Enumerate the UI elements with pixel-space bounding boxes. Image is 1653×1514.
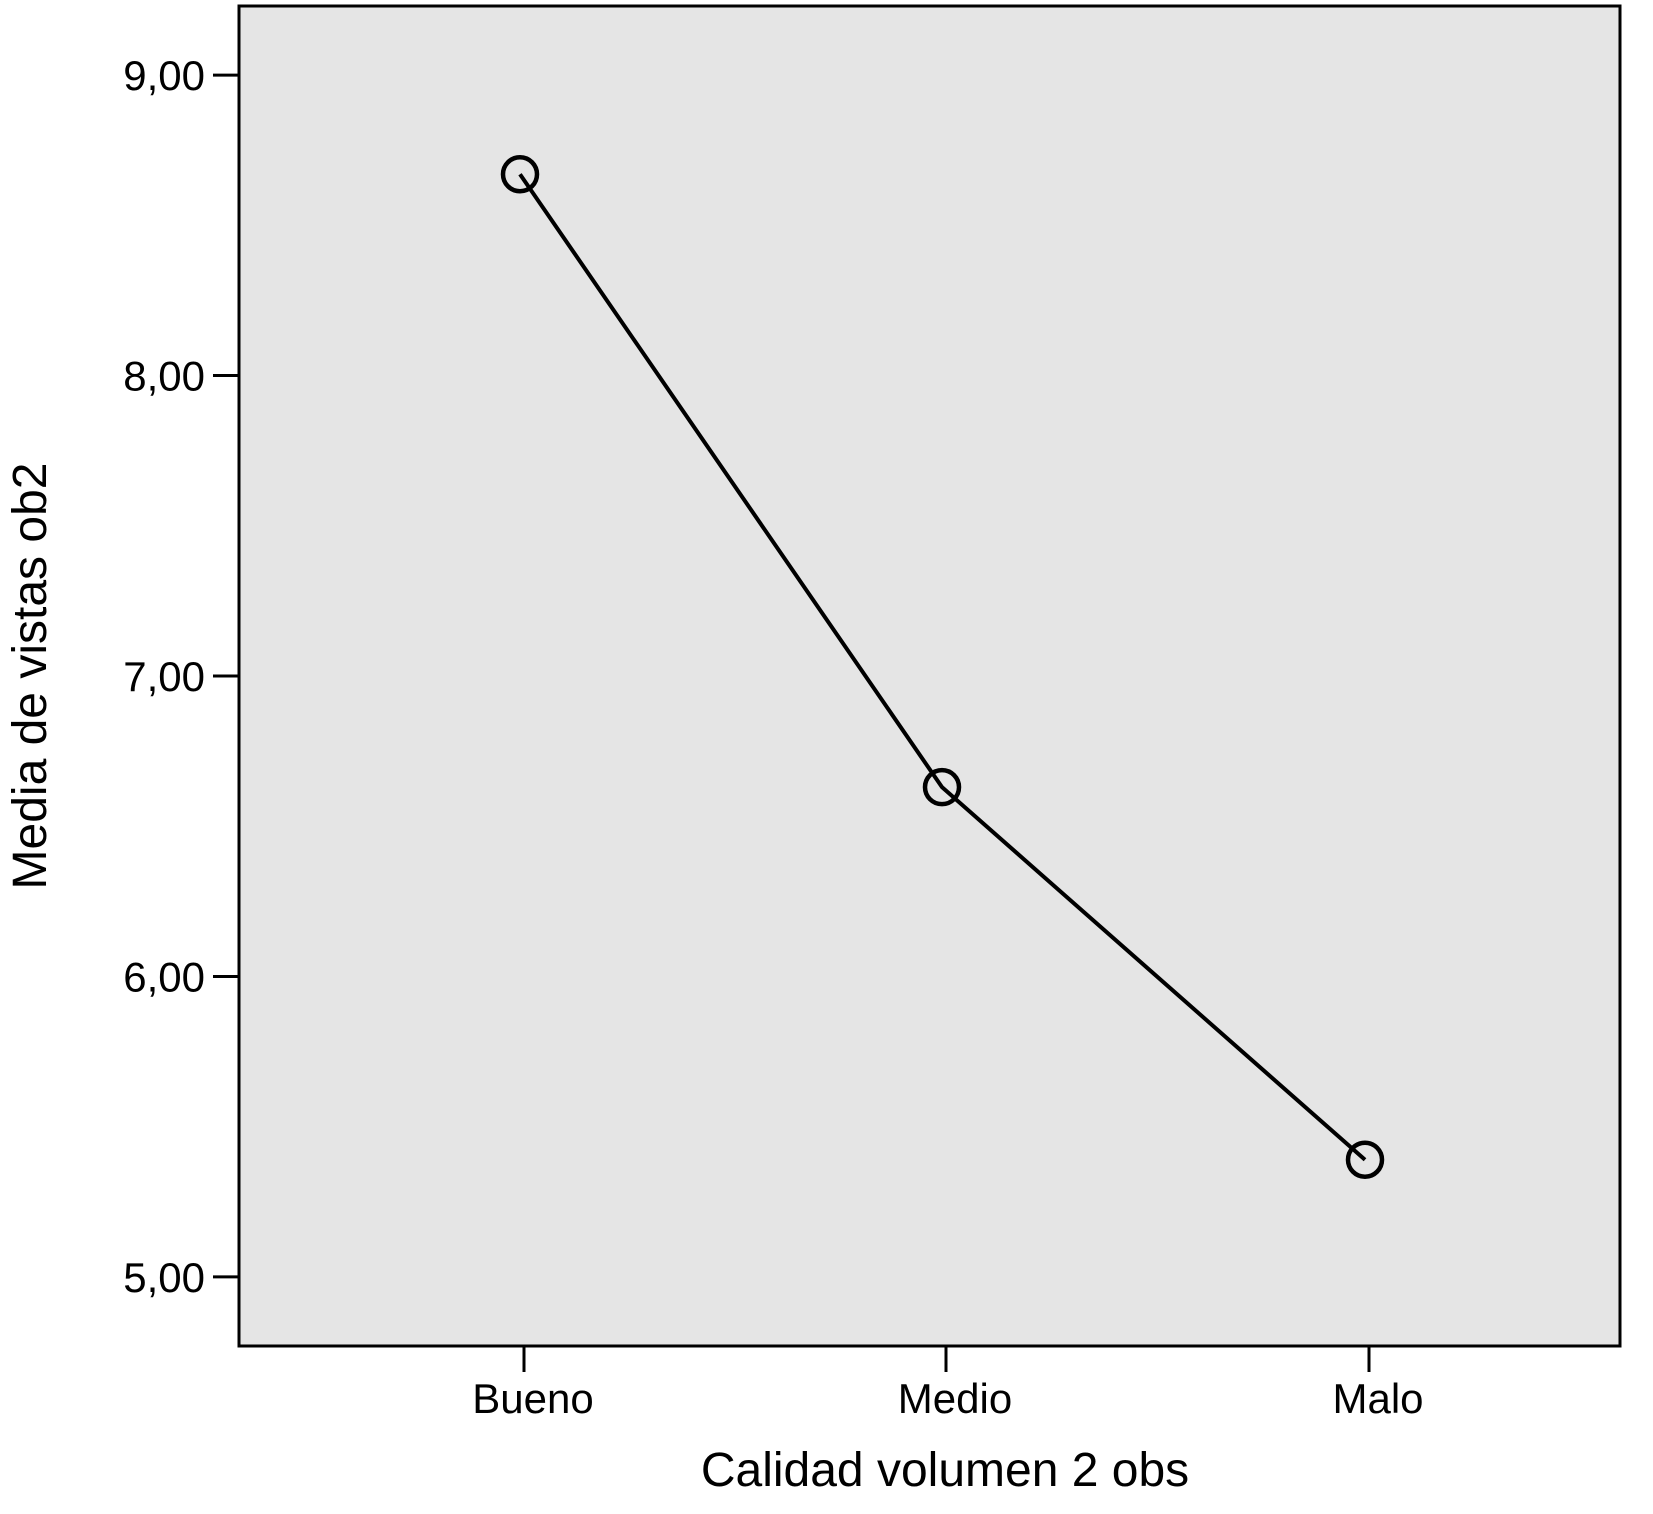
y-tick-label: 5,00: [123, 1254, 205, 1301]
y-tick-label: 6,00: [123, 953, 205, 1000]
data-point-bueno: [500, 155, 540, 194]
x-tick-label-medio: Medio: [898, 1375, 1012, 1422]
plot-area: [237, 4, 1622, 1348]
data-point-medio: [922, 767, 962, 807]
series-layer: [500, 155, 1385, 1179]
y-tick-label: 8,00: [123, 353, 205, 400]
series-line: [518, 173, 1367, 1162]
x-tick-label-malo: Malo: [1332, 1375, 1423, 1422]
y-axis-title: Media de vistas ob2: [4, 463, 57, 890]
x-axis-title: Calidad volumen 2 obs: [701, 1444, 1189, 1497]
y-tick-label: 9,00: [123, 52, 205, 99]
y-tick-label: 7,00: [123, 653, 205, 700]
x-axis-ticks: Bueno Medio Malo: [472, 1346, 1424, 1422]
data-point-malo: [1345, 1140, 1385, 1179]
x-tick-label-bueno: Bueno: [472, 1375, 593, 1422]
y-axis-ticks: 5,00 6,00 7,00 8,00 9,00: [123, 52, 239, 1301]
